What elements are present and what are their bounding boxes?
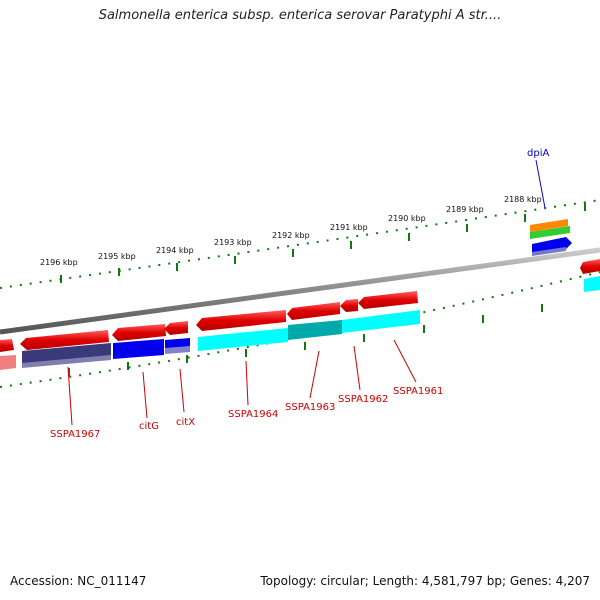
gene-arrow-icon [20,330,109,350]
kbp-label: 2188 kbp [504,195,542,204]
gene-arrow-icon [287,302,340,320]
kbp-label: 2196 kbp [40,258,78,267]
cog-track [22,276,600,368]
dpiA-leader [535,159,546,209]
gene-arrow-icon [0,339,14,352]
gene-leaders [67,339,417,426]
kbp-label: 2189 kbp [446,205,484,214]
kbp-label: 2192 kbp [272,231,310,240]
gene-label: SSPA1963 [285,402,335,413]
kbp-label: 2195 kbp [98,252,136,261]
kbp-label: 2193 kbp [214,238,252,247]
cds-track [0,259,600,352]
map-title: Salmonella enterica subsp. enterica sero… [98,8,502,23]
gene-label: SSPA1964 [228,409,278,420]
kbp-label: 2191 kbp [330,223,368,232]
kbp-label: 2194 kbp [156,246,194,255]
gene-arrow-icon [164,321,188,335]
outer-ruler [0,199,600,289]
gene-label: citX [176,417,195,428]
gene-arrow-icon [358,291,418,309]
gene-arrow-icon [580,259,600,274]
gene-arrow-icon [112,324,166,341]
gene-arrow-icon [0,355,16,370]
accession-text: Accession: NC_011147 [10,574,147,588]
gene-arrow-icon [196,310,286,331]
kbp-label: 2190 kbp [388,214,426,223]
gene-arrow-icon [340,299,358,312]
gene-label: SSPA1967 [50,429,100,440]
genome-backbone [0,247,600,335]
gene-label: citG [139,421,159,432]
dpiA-genes [530,219,572,256]
ruler-major-ticks [60,203,586,283]
gene-label: SSPA1962 [338,394,388,405]
gene-label: dpiA [527,148,549,159]
gene-label: SSPA1961 [393,386,443,397]
topology-summary: Topology: circular; Length: 4,581,797 bp… [260,574,590,588]
